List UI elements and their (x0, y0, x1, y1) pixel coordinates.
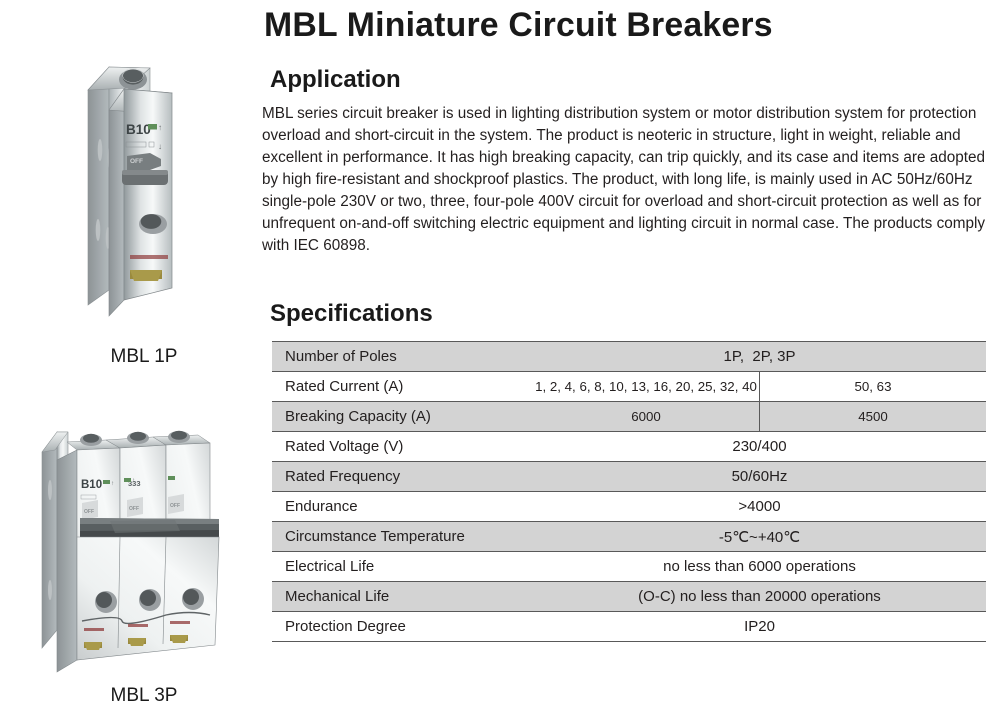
svg-text:↓: ↓ (158, 142, 162, 151)
svg-text:B10: B10 (81, 479, 102, 491)
svg-text:↑: ↑ (132, 478, 135, 484)
svg-text:OFF: OFF (170, 503, 180, 509)
svg-text:B10: B10 (126, 122, 151, 137)
svg-text:↑: ↑ (158, 123, 162, 132)
svg-text:OFF: OFF (130, 158, 143, 165)
svg-text:OFF: OFF (84, 509, 94, 515)
svg-text:↑: ↑ (111, 481, 114, 487)
svg-text:OFF: OFF (129, 506, 139, 512)
